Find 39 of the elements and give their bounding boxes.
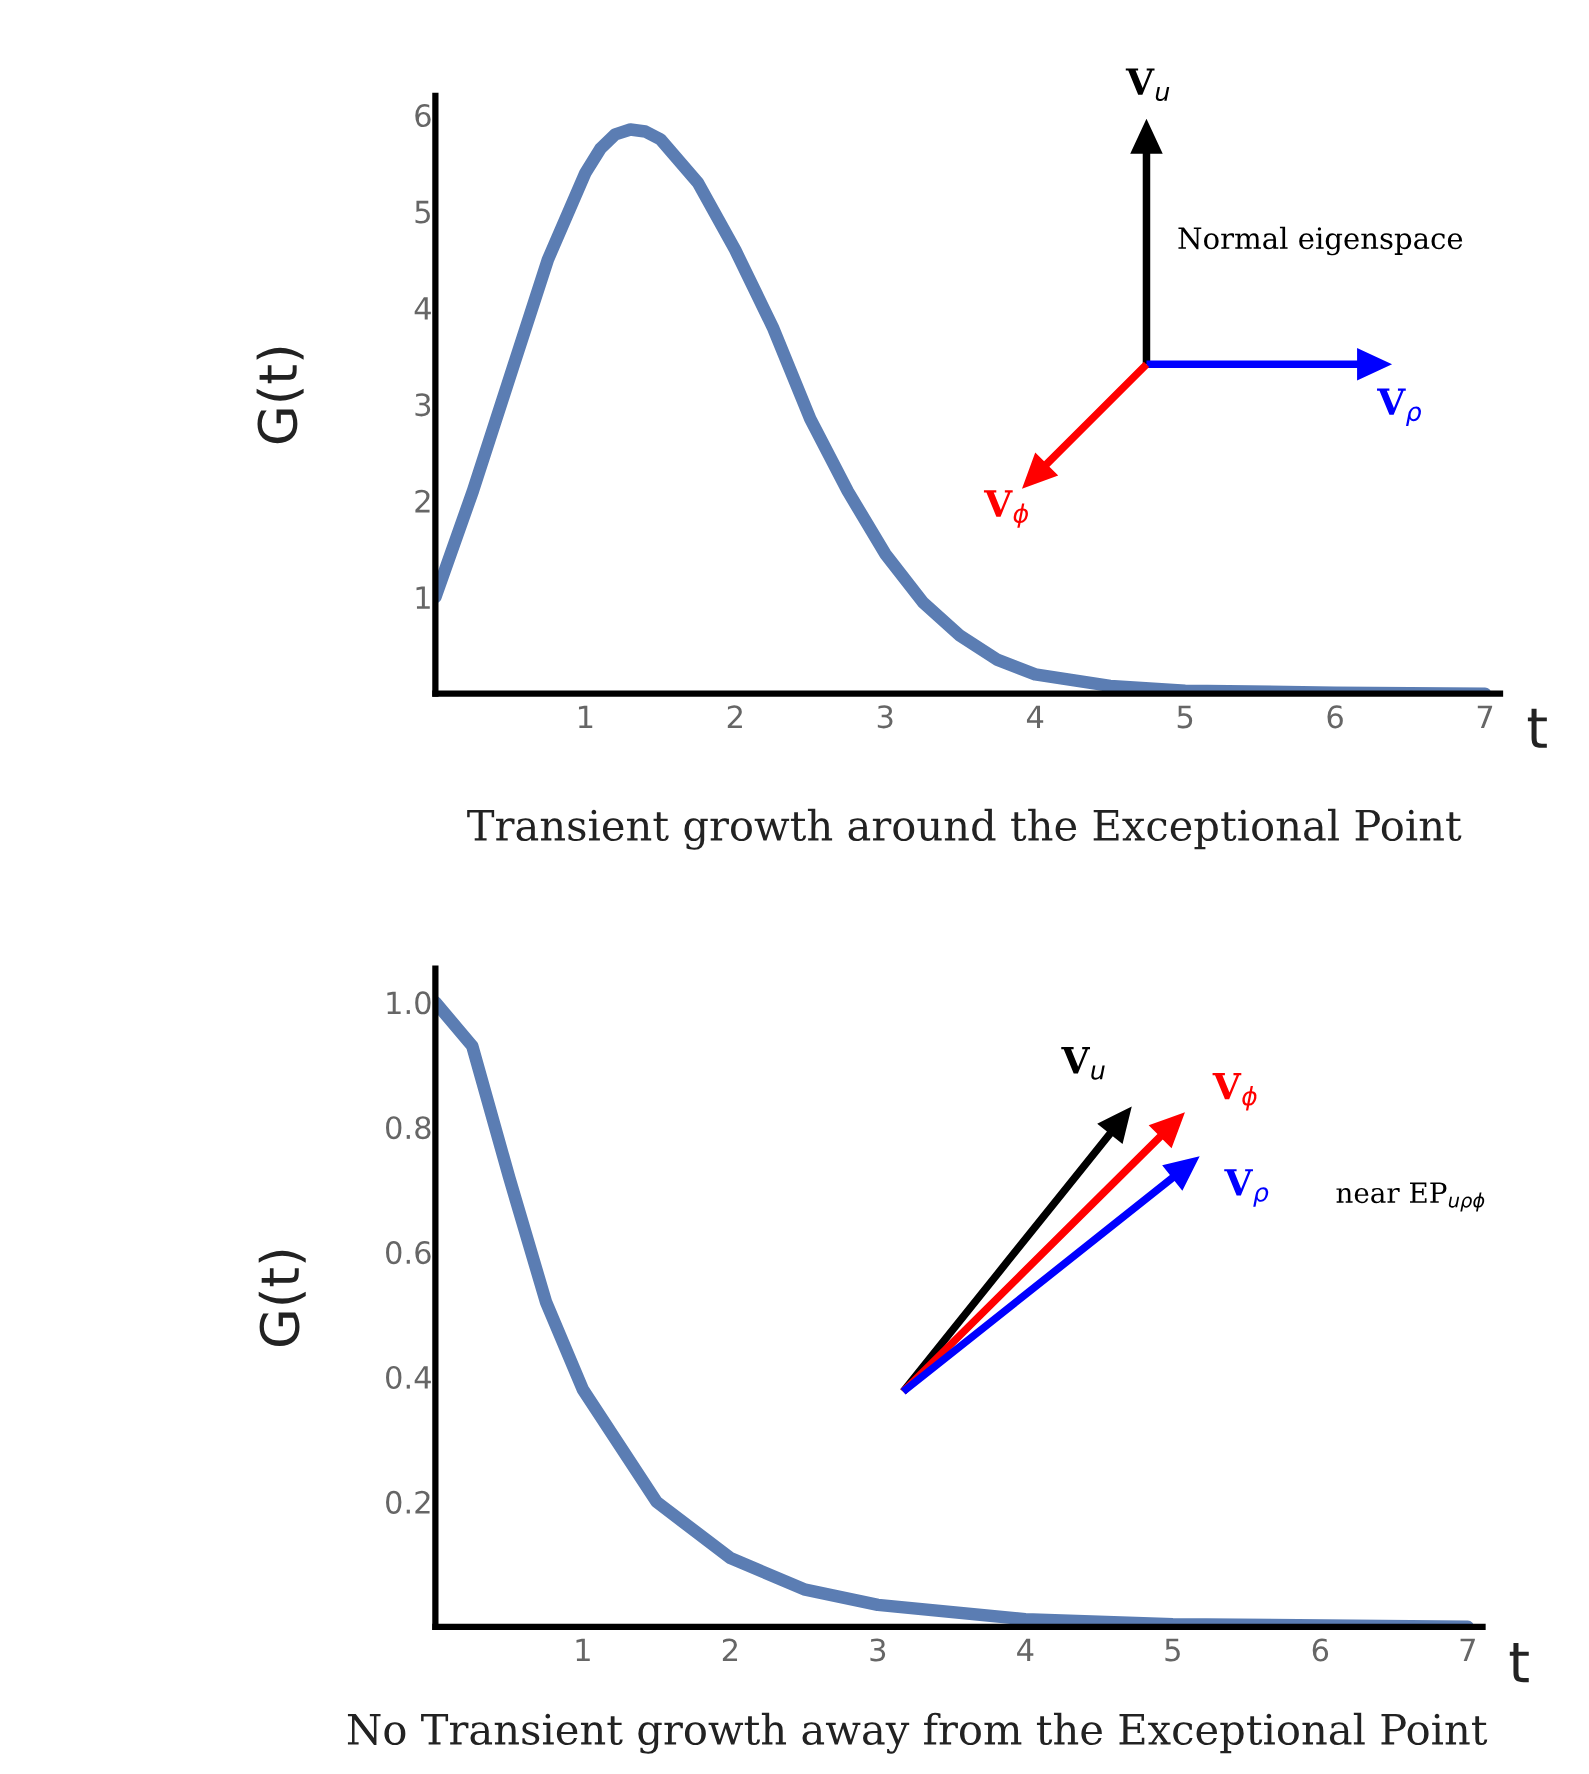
- y-tick-label: 1: [416, 586, 430, 609]
- y-tick-label: 2: [415, 489, 430, 513]
- y-tick-label: 3: [415, 393, 431, 417]
- x-tick-label: 7: [1460, 1638, 1475, 1662]
- y-axis-title: G(t): [256, 347, 304, 444]
- annotation: Normal eigenspace: [1178, 226, 1463, 256]
- x-tick-label: 6: [1327, 705, 1343, 729]
- x-tick-label: 1: [576, 1638, 590, 1662]
- x-tick-label: 1: [578, 705, 593, 728]
- y-tick-label: 1.0: [387, 991, 431, 1015]
- y-axis-title: G(t): [258, 1250, 306, 1347]
- x-tick-label: 2: [727, 705, 742, 728]
- annotation: V$_{u}$: [1125, 68, 1170, 102]
- text: No Transient growth away from the Exceptional Point: [347, 1712, 1488, 1754]
- x-tick-label: 3: [870, 1638, 886, 1662]
- x-tick-label: 6: [1312, 1638, 1329, 1662]
- y-tick-label: 6: [415, 104, 431, 128]
- x-tick-label: 5: [1177, 705, 1193, 729]
- annotation: V$_{ρ}$: [1224, 1169, 1269, 1207]
- x-tick-label: 4: [1026, 705, 1044, 728]
- x-axis-title: t: [1509, 1643, 1529, 1683]
- x-tick-label: 5: [1165, 1638, 1180, 1662]
- y-tick-label: 0.8: [386, 1116, 431, 1140]
- x-axis-title: t: [1527, 708, 1547, 748]
- x-tick-label: 2: [722, 1638, 738, 1662]
- y-tick-label: 0.2: [386, 1490, 430, 1514]
- text: Transient growth around the Exceptional Point: [467, 808, 1462, 850]
- y-tick-label: 4: [414, 297, 431, 320]
- annotation: V$_{ϕ}$: [1212, 1073, 1257, 1111]
- annotation: V$_{u}$: [1061, 1047, 1105, 1080]
- y-tick-label: 0.4: [386, 1365, 431, 1390]
- y-tick-label: 0.6: [386, 1241, 431, 1265]
- annotation: near EP$_{uρϕ}$: [1336, 1182, 1485, 1212]
- annotation: V$_{ϕ}$: [983, 490, 1028, 528]
- y-tick-label: 5: [415, 200, 430, 224]
- annotation: V$_{ρ}$: [1377, 388, 1421, 427]
- x-tick-label: 7: [1477, 705, 1493, 728]
- x-tick-label: 3: [877, 705, 893, 729]
- x-tick-label: 4: [1017, 1638, 1034, 1662]
